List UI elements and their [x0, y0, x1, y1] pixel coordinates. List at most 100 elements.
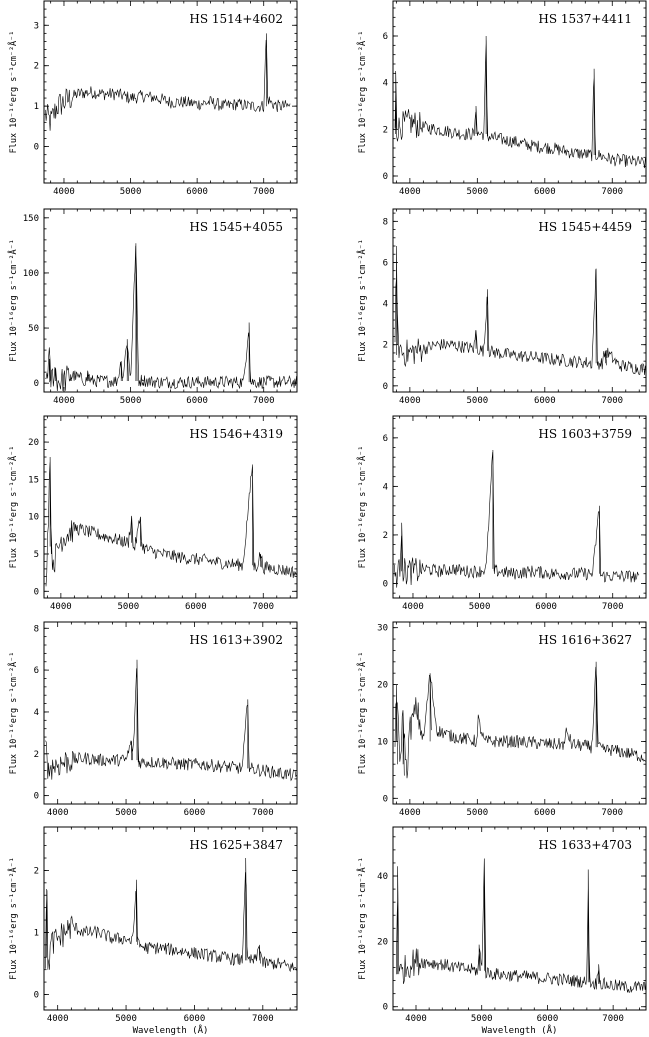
- y-axis-label: Flux 10⁻¹⁶erg s⁻¹cm⁻²Å⁻¹: [356, 857, 368, 980]
- x-tick-label: 4000: [399, 187, 421, 197]
- x-tick-label: 7000: [602, 1014, 624, 1024]
- y-tick-label: 6: [383, 258, 388, 268]
- spectrum-panel-9: 4000 5000 6000 7000 0 1 2 HS 1625+3847 Flux 10⁻¹…: [7, 826, 298, 1036]
- plot-frame: [43, 621, 298, 805]
- x-tick-label: 4000: [53, 187, 75, 197]
- spectrum-panel-4: 4000 5000 6000 7000 0 2 4 6 8 HS 1545+4459 Flux 10…: [356, 208, 647, 406]
- y-tick-label: 2: [383, 341, 388, 351]
- y-tick-label: 4: [34, 708, 39, 718]
- x-tick-label: 7000: [601, 808, 623, 818]
- x-tick-label: 6000: [185, 602, 207, 612]
- spectrum-line: [394, 245, 646, 376]
- x-tick-label: 4000: [50, 602, 72, 612]
- spectrum-panel-10: 4000 5000 6000 7000 0 20 40 HS 1633+4703 Flux 10…: [356, 826, 647, 1036]
- x-tick-label: 6000: [534, 187, 556, 197]
- x-tick-label: 7000: [601, 396, 623, 406]
- spectrum-panel-8: 4000 5000 6000 7000 0 10 20 30 HS 1616+3627 Flux …: [356, 621, 647, 818]
- y-tick-label: 2: [34, 750, 39, 760]
- x-axis-label: Wavelength (Å): [482, 1024, 558, 1036]
- x-tick-label: 6000: [184, 808, 206, 818]
- x-tick-label: 6000: [537, 1014, 559, 1024]
- y-tick-label: 0: [383, 794, 388, 804]
- x-tick-label: 5000: [466, 396, 488, 406]
- panel-title: HS 1603+3759: [538, 427, 632, 441]
- plot-frame: [43, 208, 298, 393]
- spectrum-panel-5: 4000 5000 6000 7000 0 5 10 15 20 HS 1546+4319 Flux…: [7, 415, 298, 612]
- x-tick-label: 5000: [471, 1014, 493, 1024]
- y-tick-label: 1: [34, 102, 39, 112]
- plot-frame: [392, 621, 647, 805]
- y-axis-label: Flux 10⁻¹⁶erg s⁻¹cm⁻²Å⁻¹: [7, 239, 19, 362]
- x-tick-label: 6000: [534, 808, 556, 818]
- plot-frame: [43, 826, 298, 1011]
- spectrum-line: [396, 858, 647, 993]
- spectrum-panel-7: 4000 5000 6000 7000 0 2 4 6 8 HS 1613+3902 Flux 10…: [7, 621, 298, 818]
- x-tick-label: 7000: [601, 187, 623, 197]
- y-tick-label: 5: [34, 550, 39, 560]
- x-tick-label: 7000: [252, 808, 274, 818]
- y-tick-label: 0: [34, 143, 39, 153]
- y-tick-label: 2: [34, 866, 39, 876]
- panel-title: HS 1546+4319: [189, 427, 283, 441]
- plot-frame: [392, 826, 647, 1011]
- x-tick-label: 4000: [399, 396, 421, 406]
- x-tick-label: 6000: [186, 396, 208, 406]
- y-tick-label: 3: [34, 21, 39, 31]
- y-tick-label: 20: [377, 937, 388, 947]
- y-tick-label: 20: [28, 438, 39, 448]
- x-tick-label: 7000: [252, 602, 274, 612]
- y-tick-label: 4: [383, 482, 388, 492]
- y-tick-label: 10: [377, 737, 388, 747]
- spectrum-line: [394, 661, 646, 779]
- spectrum-panel-3: 4000 5000 6000 7000 0 50 100 150 HS 1545+4055 Flu…: [7, 208, 298, 406]
- y-tick-label: 2: [383, 125, 388, 135]
- y-axis-label: Flux 10⁻¹⁶erg s⁻¹cm⁻²Å⁻¹: [356, 652, 368, 775]
- y-tick-label: 6: [34, 666, 39, 676]
- y-tick-label: 100: [23, 269, 39, 279]
- y-tick-label: 2: [383, 531, 388, 541]
- y-tick-label: 20: [377, 681, 388, 691]
- y-tick-label: 0: [34, 792, 39, 802]
- x-tick-label: 4000: [47, 1014, 69, 1024]
- y-tick-label: 6: [383, 32, 388, 42]
- x-tick-label: 5000: [466, 808, 488, 818]
- x-tick-label: 5000: [115, 1014, 137, 1024]
- x-tick-label: 6000: [534, 396, 556, 406]
- x-tick-label: 7000: [252, 1014, 274, 1024]
- y-tick-label: 6: [383, 434, 388, 444]
- spectrum-line: [45, 33, 291, 131]
- spectrum-line: [45, 659, 297, 782]
- y-tick-label: 150: [23, 214, 39, 224]
- panel-title: HS 1537+4411: [538, 12, 632, 26]
- plot-frame: [392, 415, 647, 599]
- x-tick-label: 5000: [120, 396, 142, 406]
- x-tick-label: 7000: [602, 602, 624, 612]
- y-tick-label: 8: [34, 624, 39, 634]
- x-tick-label: 4000: [402, 602, 424, 612]
- plot-frame: [43, 415, 298, 599]
- y-axis-label: Flux 10⁻¹⁶erg s⁻¹cm⁻²Å⁻¹: [7, 31, 19, 154]
- y-tick-label: 15: [28, 475, 39, 485]
- y-tick-label: 0: [383, 579, 388, 589]
- panel-title: HS 1616+3627: [538, 633, 632, 647]
- x-tick-label: 6000: [535, 602, 557, 612]
- panel-title: HS 1545+4459: [538, 220, 632, 234]
- x-tick-label: 7000: [253, 187, 275, 197]
- x-tick-label: 5000: [115, 808, 137, 818]
- panel-title: HS 1613+3902: [189, 633, 283, 647]
- plot-frame: [392, 208, 647, 393]
- x-tick-label: 6000: [184, 1014, 206, 1024]
- y-axis-label: Flux 10⁻¹⁶erg s⁻¹cm⁻²Å⁻¹: [7, 652, 19, 775]
- x-tick-label: 4000: [53, 396, 75, 406]
- spectrum-line: [394, 35, 646, 169]
- spectrum-line: [45, 243, 297, 392]
- x-tick-label: 4000: [405, 1014, 427, 1024]
- panel-title: HS 1625+3847: [189, 838, 283, 852]
- y-tick-label: 4: [383, 79, 388, 89]
- y-tick-label: 0: [383, 382, 388, 392]
- y-axis-label: Flux 10⁻¹⁶erg s⁻¹cm⁻²Å⁻¹: [356, 239, 368, 362]
- y-tick-label: 0: [34, 587, 39, 597]
- y-axis-label: Flux 10⁻¹⁶erg s⁻¹cm⁻²Å⁻¹: [356, 31, 368, 154]
- x-tick-label: 7000: [253, 396, 275, 406]
